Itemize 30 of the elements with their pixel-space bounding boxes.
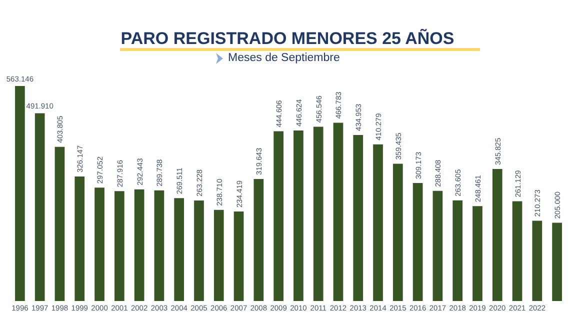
bar — [154, 190, 164, 301]
bar — [254, 178, 264, 301]
bar — [54, 146, 65, 301]
bar — [174, 198, 184, 301]
bar — [214, 210, 224, 301]
bar — [472, 206, 482, 301]
bar — [194, 200, 204, 301]
bar — [452, 200, 463, 301]
bar — [234, 212, 244, 301]
bar — [313, 126, 324, 301]
bar — [373, 144, 383, 301]
bar — [333, 122, 344, 301]
bar — [392, 164, 403, 301]
bar — [353, 134, 364, 301]
bar — [34, 113, 45, 301]
bar — [432, 190, 443, 301]
bar — [74, 176, 85, 301]
bar — [114, 191, 124, 301]
bar — [274, 131, 284, 301]
bar — [552, 222, 562, 301]
bar — [294, 130, 304, 301]
bar — [512, 201, 522, 301]
chart-title: PARO REGISTRADO MENORES 25 AÑOS — [120, 29, 456, 49]
bar — [134, 189, 144, 301]
chart-subtitle: Meses de Septiembre — [228, 52, 340, 64]
bar — [94, 188, 104, 301]
bar — [412, 182, 423, 301]
bar — [492, 168, 502, 301]
bar — [532, 220, 542, 301]
bar — [15, 86, 25, 301]
